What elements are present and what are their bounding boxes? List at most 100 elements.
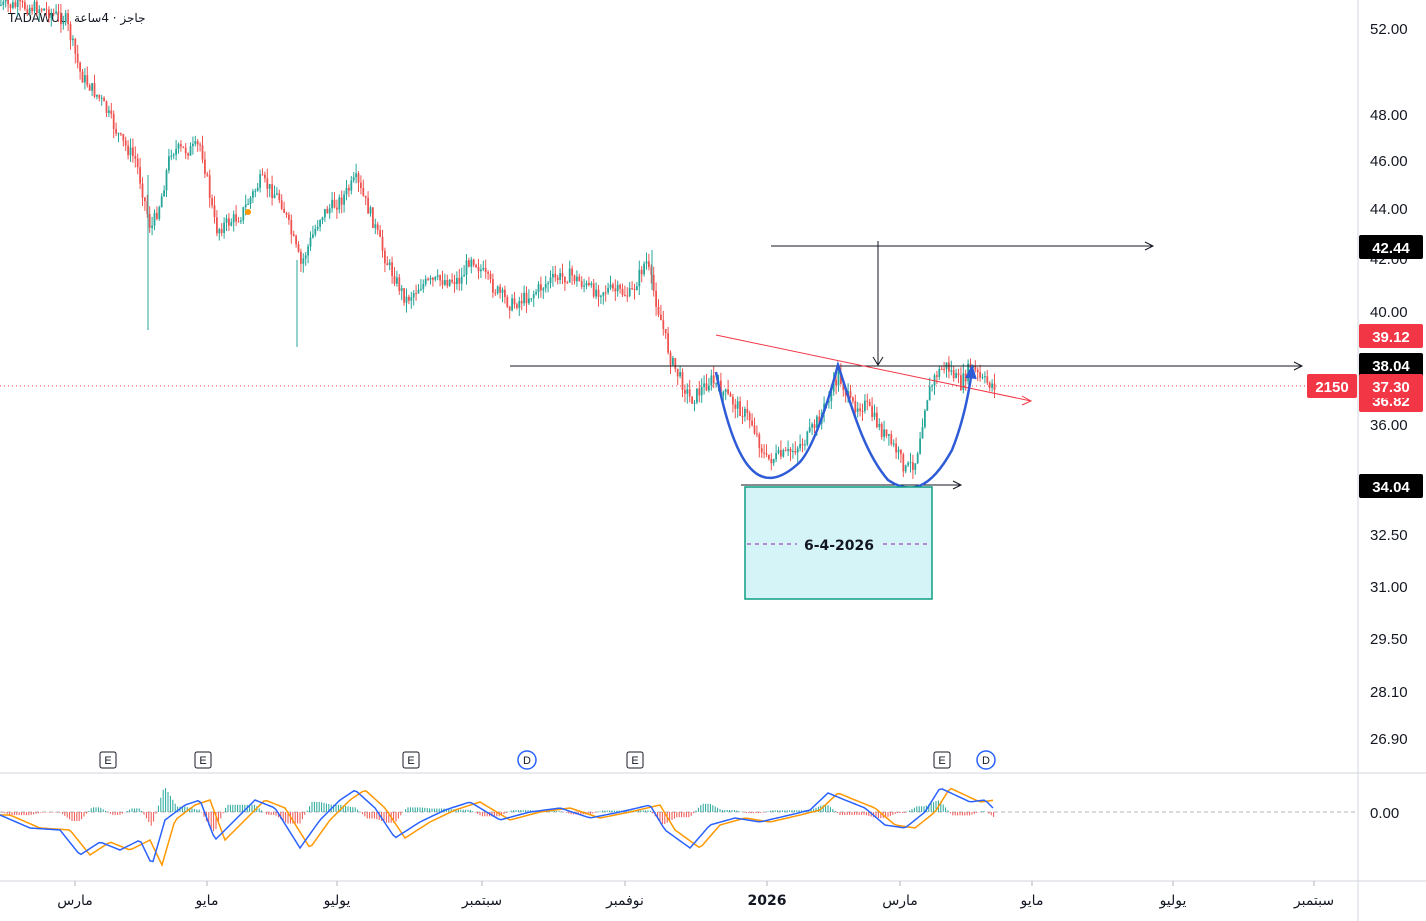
time-axis[interactable]: مارس مايو يوليو سبتمبر نوفمبر 2026 مارس مايو يول…: [57, 881, 1334, 909]
candle-body: [588, 282, 590, 286]
event-marker-label: D: [982, 755, 990, 767]
candle-body: [283, 208, 285, 213]
candle-body: [732, 396, 734, 405]
candle-body: [213, 205, 216, 218]
candle-body: [444, 280, 446, 285]
price-badge: [1359, 235, 1423, 259]
candle-body: [566, 282, 569, 284]
candle-body: [513, 298, 516, 305]
time-label: مارس: [57, 893, 93, 909]
dividend-marker[interactable]: [517, 750, 537, 770]
candle-body: [871, 405, 873, 417]
price-axis[interactable]: 52.0048.0046.0044.0042.0040.0036.0032.50…: [1307, 21, 1423, 748]
candle-body: [160, 196, 163, 208]
candle-body: [592, 283, 595, 297]
candle-body: [991, 383, 993, 388]
candle-body: [379, 230, 381, 237]
candle-body: [31, 7, 33, 12]
candle-body: [506, 296, 509, 307]
candle-body: [196, 141, 199, 145]
candle-body: [741, 415, 744, 417]
target-arrow-head: [1144, 241, 1155, 251]
candle-body: [811, 424, 813, 428]
price-tick-label: 52.00: [1370, 21, 1408, 38]
price-badge-label: 42.44: [1372, 240, 1410, 257]
event-marker-label: D: [523, 755, 531, 767]
price-tick-label: 44.00: [1370, 201, 1408, 218]
candle-body: [883, 429, 885, 437]
candle-body: [552, 273, 554, 278]
candle-body: [288, 214, 290, 220]
candle-body: [211, 198, 213, 206]
candle-body: [801, 443, 804, 446]
dividend-marker[interactable]: [976, 750, 996, 770]
trendline-arrow-head: [1021, 395, 1033, 406]
candle-body: [432, 277, 434, 280]
bottom-pattern-curve[interactable]: [714, 360, 974, 489]
candle-body: [254, 190, 257, 192]
candle-body: [636, 286, 638, 290]
candle-body: [427, 278, 429, 280]
candle-body: [189, 146, 192, 156]
candle-body: [69, 24, 72, 41]
candle-body: [600, 295, 602, 297]
candle-body: [184, 147, 187, 154]
candle-body: [897, 449, 900, 453]
candle-body: [38, 9, 41, 14]
candle-body: [705, 383, 708, 391]
candle-body: [585, 282, 588, 286]
candle-body: [626, 295, 629, 297]
candle-body: [146, 201, 149, 214]
price-badge: [1359, 474, 1423, 498]
trendline[interactable]: [715, 334, 1032, 402]
candle-body: [237, 221, 240, 223]
candle-body: [158, 207, 161, 219]
time-label: يوليو: [1159, 893, 1187, 909]
candle-body: [919, 438, 921, 454]
candle-body: [789, 448, 792, 452]
candle-body: [909, 462, 912, 464]
price-badge: [1359, 353, 1423, 377]
candle-body: [535, 292, 537, 295]
candle-body: [693, 402, 696, 404]
candle-body: [873, 412, 876, 417]
candle-body: [633, 288, 636, 290]
price-badge: [1359, 324, 1423, 348]
earnings-marker[interactable]: [99, 751, 117, 769]
candle-body: [100, 97, 103, 99]
macd-line: [0, 788, 994, 863]
earnings-marker[interactable]: [933, 751, 951, 769]
candle-body: [309, 237, 312, 247]
earnings-marker[interactable]: [626, 751, 644, 769]
candle-body: [528, 298, 530, 304]
candle-body: [818, 416, 821, 424]
candle-body: [640, 269, 643, 275]
candle-body: [662, 320, 665, 330]
candle-body: [50, 12, 53, 19]
candle-body: [324, 208, 326, 218]
candle-body: [357, 173, 360, 183]
candle-body: [134, 155, 137, 159]
candle-body: [132, 147, 134, 156]
analysis-drawings[interactable]: 6-4-2026: [510, 241, 1304, 600]
candle-body: [280, 200, 283, 209]
candle-body: [715, 383, 717, 385]
macd-zero-label: 0.00: [1370, 805, 1399, 822]
macd-panel[interactable]: [0, 787, 1358, 868]
candle-body: [336, 207, 338, 210]
candle-body: [412, 293, 415, 298]
candle-body: [7, 0, 9, 5]
time-label: مايو: [195, 893, 219, 909]
candle-body: [835, 379, 837, 386]
candle-body: [456, 277, 458, 285]
candle-body: [273, 194, 276, 199]
candle-body: [880, 423, 883, 437]
candle-body: [775, 452, 777, 460]
candle-body: [686, 389, 689, 394]
earnings-marker[interactable]: [194, 751, 212, 769]
candle-body: [216, 217, 218, 234]
earnings-marker[interactable]: [402, 751, 420, 769]
candle-body: [784, 450, 787, 452]
